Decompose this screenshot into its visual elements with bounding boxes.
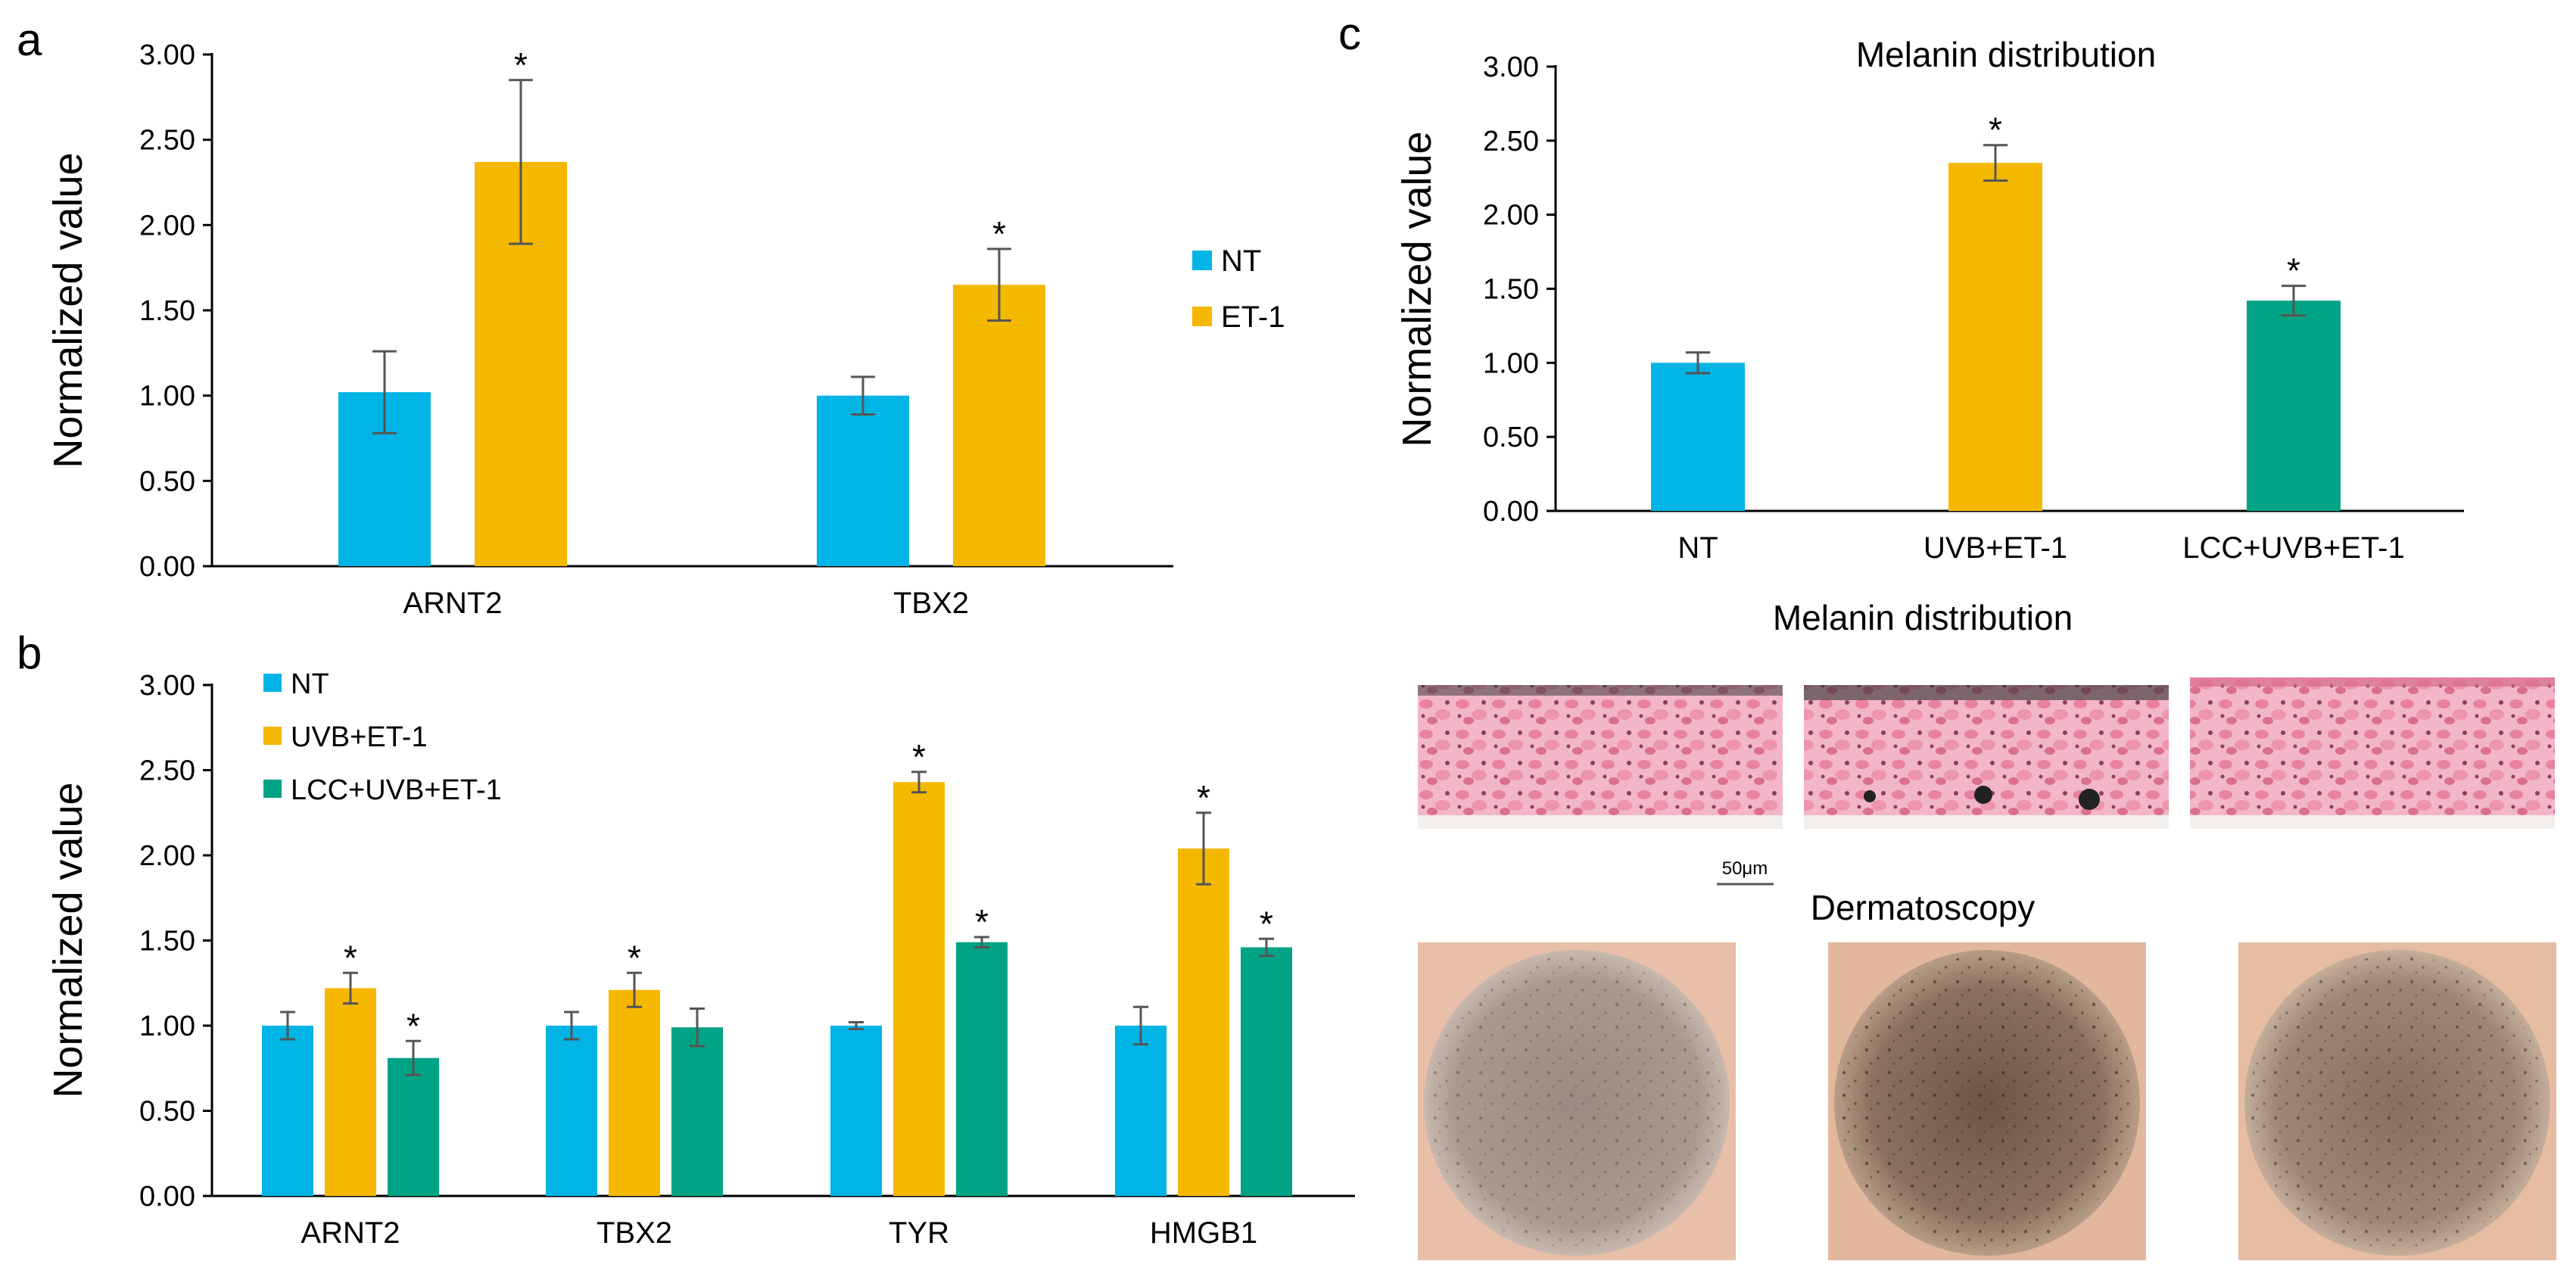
histology-section: Melanin distribution 50μm xyxy=(1418,598,2555,886)
chart-b-significance-mark: * xyxy=(1197,778,1210,817)
chart-b-bar-lcc-uvb-et-1-arnt2 xyxy=(388,1057,439,1196)
chart-b-significance-mark: * xyxy=(1260,904,1273,943)
chart-b-bar-nt-tyr xyxy=(830,1026,882,1196)
chart-b-significance-mark: * xyxy=(344,938,357,977)
chart-a-legend-swatch-nt xyxy=(1192,251,1212,270)
chart-b-legend-swatch-nt xyxy=(263,674,282,692)
chart-b-ytick-label: 3.00 xyxy=(139,670,195,702)
chart-a-ytick-label: 1.00 xyxy=(139,381,195,413)
chart-a-significance-mark: * xyxy=(992,214,1006,254)
chart-a-ytick-label: 2.50 xyxy=(139,125,195,157)
dermatoscopy-section: Dermatoscopy xyxy=(1418,888,2556,1260)
chart-a-ytick-label: 3.00 xyxy=(139,39,195,71)
chart-a-ytick-label: 0.50 xyxy=(139,466,195,497)
chart-b-significance-mark: * xyxy=(975,902,989,942)
histology-image-lcc-uvb-et1 xyxy=(2190,677,2555,829)
chart-c-ytick-label: 1.50 xyxy=(1483,274,1539,306)
dermatoscopy-image-nt xyxy=(1418,942,1736,1260)
chart-a-legend-label-nt: NT xyxy=(1221,244,1261,278)
chart-b-bar-uvb-et-1-hmgb1 xyxy=(1178,849,1229,1196)
chart-b-bar-lcc-uvb-et-1-tbx2 xyxy=(671,1027,723,1196)
dermatoscopy-image-uvb-et1 xyxy=(1828,942,2146,1260)
chart-c-bar-lcc-uvb-et-1-lcc-uvb-et-1 xyxy=(2247,301,2341,511)
panel-letter-a: a xyxy=(17,14,42,65)
histology-title: Melanin distribution xyxy=(1773,598,2073,637)
chart-a-ylabel: Normalized value xyxy=(45,152,91,468)
chart-b: Normalized value 0.00 0.50 1.00 1.50 2.00 2.50… xyxy=(45,668,1355,1250)
panel-letter-c: c xyxy=(1338,8,1361,59)
chart-b-xtick-label: ARNT2 xyxy=(301,1216,400,1250)
chart-c-xtick-label: NT xyxy=(1677,531,1718,565)
chart-b-bar-lcc-uvb-et-1-hmgb1 xyxy=(1241,947,1292,1196)
chart-c-ytick-label: 2.50 xyxy=(1483,126,1539,157)
histology-image-nt xyxy=(1418,685,1783,829)
chart-b-bar-uvb-et-1-arnt2 xyxy=(325,988,376,1196)
chart-b-bar-nt-tbx2 xyxy=(546,1026,597,1196)
chart-b-ytick-label: 2.00 xyxy=(139,840,195,872)
chart-c-ytick-label: 1.00 xyxy=(1483,347,1539,379)
chart-a-bar-nt-tbx2 xyxy=(817,395,909,566)
chart-c-significance-mark: * xyxy=(2287,251,2300,291)
dermatoscopy-title: Dermatoscopy xyxy=(1811,888,2036,927)
chart-a-xtick-label: ARNT2 xyxy=(403,587,502,620)
chart-b-significance-mark: * xyxy=(912,737,926,777)
chart-b-bar-uvb-et-1-tbx2 xyxy=(609,989,660,1196)
chart-a-legend-swatch-et-1 xyxy=(1192,307,1212,326)
chart-c-title: Melanin distribution xyxy=(1856,35,2156,74)
chart-a-ytick-label: 0.00 xyxy=(139,551,195,583)
chart-b-ytick-label: 0.50 xyxy=(139,1096,195,1128)
scale-bar-label: 50μm xyxy=(1722,858,1768,879)
chart-a-bar-et-1-tbx2 xyxy=(953,285,1045,566)
histology-image-uvb-et1 xyxy=(1804,685,2169,829)
chart-c-ytick-label: 0.00 xyxy=(1483,496,1539,528)
chart-c-ytick-label: 2.00 xyxy=(1483,200,1539,232)
chart-b-legend-swatch-lcc-uvb-et-1 xyxy=(263,780,282,798)
chart-b-legend-label-nt: NT xyxy=(291,668,329,700)
chart-a-ytick-label: 2.00 xyxy=(139,210,195,241)
chart-b-bar-nt-hmgb1 xyxy=(1115,1026,1167,1196)
chart-b-significance-mark: * xyxy=(406,1006,420,1045)
chart-b-xtick-label: HMGB1 xyxy=(1150,1216,1257,1250)
chart-b-significance-mark: * xyxy=(628,938,641,977)
chart-c-ylabel: Normalized value xyxy=(1394,131,1440,447)
chart-b-ytick-label: 2.50 xyxy=(139,755,195,787)
chart-b-xtick-label: TBX2 xyxy=(596,1216,672,1250)
chart-b-ylabel: Normalized value xyxy=(45,782,91,1098)
chart-b-ytick-label: 0.00 xyxy=(139,1181,195,1213)
chart-b-xtick-label: TYR xyxy=(889,1216,949,1250)
chart-b-legend-label-uvb-et-1: UVB+ET-1 xyxy=(291,721,428,753)
panel-letter-b: b xyxy=(17,627,42,678)
chart-c-bar-uvb-et-1-uvb-et-1 xyxy=(1948,163,2042,511)
chart-b-ytick-label: 1.50 xyxy=(139,926,195,958)
chart-b-ytick-label: 1.00 xyxy=(139,1011,195,1042)
chart-a-significance-mark: * xyxy=(514,45,528,85)
chart-c-xtick-label: LCC+UVB+ET-1 xyxy=(2182,531,2404,565)
dermatoscopy-image-lcc-uvb-et1 xyxy=(2238,942,2556,1260)
chart-c: Melanin distribution Normalized value 0.00… xyxy=(1394,35,2464,565)
chart-b-legend-label-lcc-uvb-et-1: LCC+UVB+ET-1 xyxy=(291,774,502,806)
chart-a: Normalized value 0.00 0.50 1.00 1.50 2.00 2.50… xyxy=(45,39,1285,620)
chart-c-significance-mark: * xyxy=(1989,111,2002,150)
chart-a-xtick-label: TBX2 xyxy=(893,587,969,620)
chart-b-bar-nt-arnt2 xyxy=(262,1026,313,1196)
chart-a-ytick-label: 1.50 xyxy=(139,295,195,327)
chart-c-ytick-label: 3.00 xyxy=(1483,51,1539,83)
chart-b-bar-lcc-uvb-et-1-tyr xyxy=(956,942,1008,1196)
scale-bar: 50μm xyxy=(1717,858,1774,886)
chart-a-legend-label-et-1: ET-1 xyxy=(1221,301,1285,334)
chart-c-bar-nt-nt xyxy=(1651,363,1745,511)
chart-c-xtick-label: UVB+ET-1 xyxy=(1923,531,2067,565)
chart-b-bar-uvb-et-1-tyr xyxy=(893,782,945,1196)
chart-c-ytick-label: 0.50 xyxy=(1483,422,1539,453)
chart-b-legend-swatch-uvb-et-1 xyxy=(263,727,282,745)
